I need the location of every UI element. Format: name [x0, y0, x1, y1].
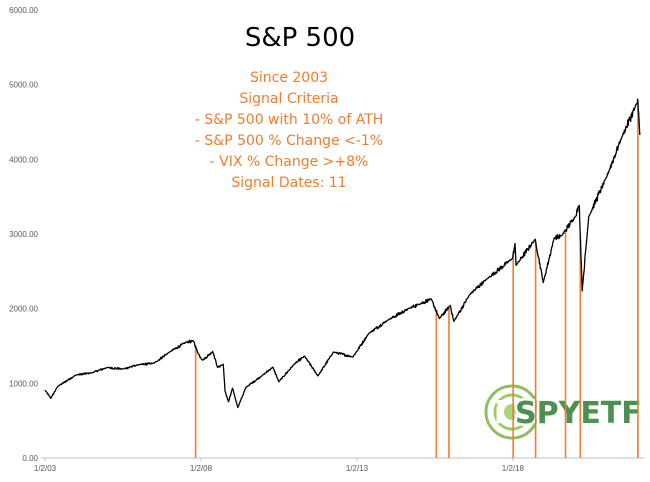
y-tick-label: 1000.00 [9, 379, 38, 388]
y-tick-label: 3000.00 [9, 230, 38, 239]
x-tick-label: 1/2/13 [346, 464, 369, 473]
annotation-line: - VIX % Change >+8% [210, 154, 369, 170]
annotation-line: - S&P 500 with 10% of ATH [195, 112, 384, 128]
watermark-ring-outer [484, 384, 540, 440]
y-tick-label: 0.00 [22, 454, 38, 463]
watermark-ring-inner [504, 404, 520, 420]
x-tick-label: 1/2/08 [190, 464, 213, 473]
y-tick-label: 4000.00 [9, 155, 38, 164]
sp500-series-line [44, 98, 641, 409]
annotation-line: Signal Dates: 11 [231, 175, 346, 191]
x-tick-label: 1/2/03 [34, 464, 57, 473]
watermark-prefix: i [494, 396, 504, 431]
watermark-text: SPYETF [515, 396, 642, 431]
annotation-line: - S&P 500 % Change <-1% [195, 133, 383, 149]
annotation-line: Signal Criteria [239, 91, 338, 107]
chart-title: S&P 500 [245, 23, 355, 53]
signal-lines [194, 102, 639, 458]
signal-criteria-annotation: Since 2003 Signal Criteria - S&P 500 wit… [195, 70, 384, 191]
x-tick-label: 1/2/18 [502, 464, 525, 473]
annotation-line: Since 2003 [250, 70, 328, 86]
y-tick-label: 5000.00 [9, 81, 38, 90]
watermark-ring-middle [493, 393, 531, 431]
y-axis: 0.00 1000.00 2000.00 3000.00 4000.00 5000.00 6… [9, 6, 38, 463]
y-tick-label: 6000.00 [9, 6, 38, 15]
y-tick-label: 2000.00 [9, 305, 38, 314]
